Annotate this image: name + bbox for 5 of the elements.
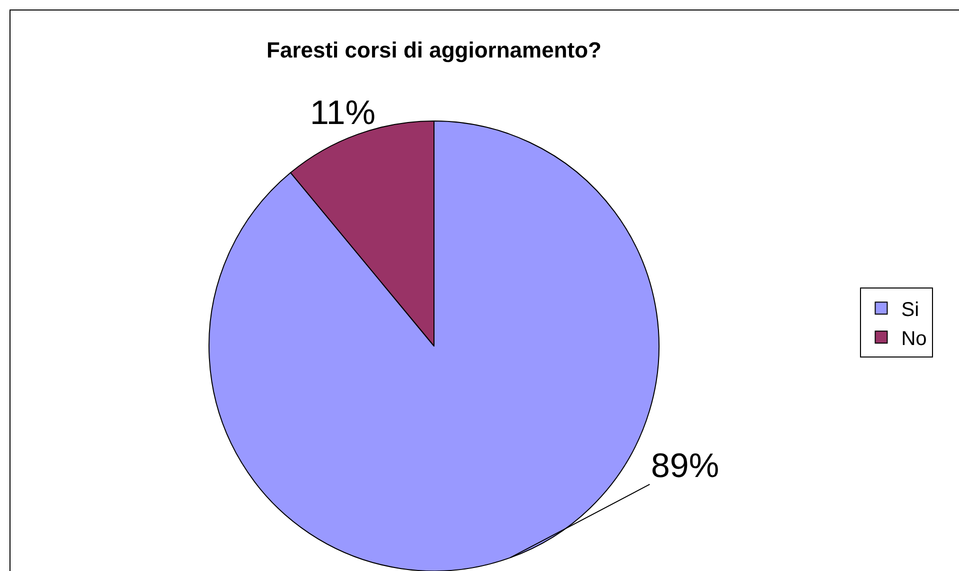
chart-title: Faresti corsi di aggiornamento? [266, 38, 602, 63]
legend-label: Si [901, 298, 920, 321]
data-label: 89% [651, 447, 720, 485]
legend-label: No [901, 328, 927, 350]
data-label: 11% [310, 94, 376, 132]
